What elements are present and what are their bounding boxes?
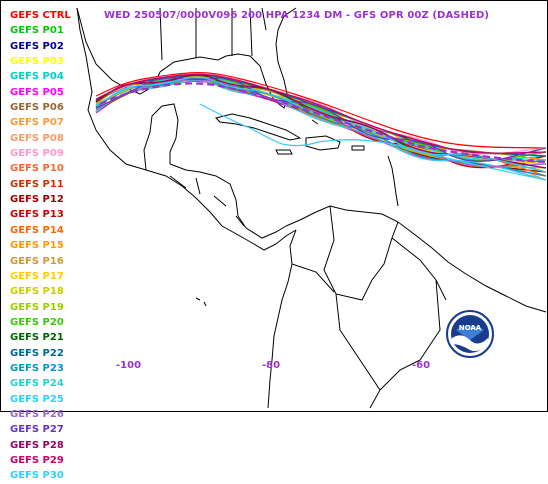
legend-item: GEFS P24	[10, 378, 64, 390]
legend-item: GEFS P11	[10, 178, 64, 190]
legend-item: GEFS P26	[10, 408, 64, 420]
opr-dashed-line	[99, 82, 547, 164]
ensemble-contour-outlier	[199, 103, 547, 181]
legend-item: GEFS P18	[10, 286, 64, 298]
coast-hispaniola	[305, 135, 341, 151]
coast-yucatan	[143, 103, 179, 171]
legend-item: GEFS P08	[10, 132, 64, 144]
legend-item: GEFS P12	[10, 194, 64, 206]
borders-sa	[291, 205, 447, 409]
legend-item: GEFS P06	[10, 102, 64, 114]
map-title: WED 250507/0000V096 200 HPA 1234 DM - GF…	[104, 10, 490, 21]
legend-item: GEFS P10	[10, 163, 64, 175]
legend-item: GEFS P17	[10, 270, 64, 282]
coast-galapagos	[195, 297, 207, 307]
legend-item: GEFS P04	[10, 71, 64, 83]
ensemble-contour	[95, 79, 547, 169]
legend-item: GEFS P22	[10, 347, 64, 359]
coast-lesser-antilles	[387, 155, 399, 207]
legend-item: GEFS P15	[10, 240, 64, 252]
coast-jamaica	[275, 149, 293, 155]
coast-us-gulf	[76, 7, 227, 95]
coast-caribbean-ca	[169, 163, 287, 239]
coast-puerto-rico	[351, 145, 365, 151]
ensemble-contour	[95, 72, 547, 149]
coast-sa-north	[285, 205, 547, 313]
ensemble-contour	[95, 73, 547, 154]
lon-label-60: -60	[412, 360, 431, 371]
state-lines	[159, 7, 267, 61]
lon-label-100: -100	[116, 360, 142, 371]
ensemble-legend: GEFS CTRL GEFS P01 GEFS P02 GEFS P03 GEFS P0…	[10, 8, 71, 484]
legend-item: GEFS P28	[10, 439, 64, 451]
legend-item: GEFS P30	[10, 470, 64, 482]
ensemble-contour	[95, 76, 546, 161]
borders-ca	[169, 175, 245, 227]
coast-mexico-pacific	[76, 7, 183, 187]
coast-sa-west	[267, 229, 297, 409]
legend-item: GEFS P23	[10, 362, 64, 374]
legend-item: GEFS P27	[10, 424, 64, 436]
legend-item: GEFS P07	[10, 117, 64, 129]
legend-item: GEFS P05	[10, 86, 64, 98]
legend-item: GEFS P20	[10, 316, 64, 328]
coast-florida	[225, 29, 289, 109]
legend-item: GEFS P02	[10, 40, 64, 52]
legend-item: GEFS P14	[10, 224, 64, 236]
lon-label-80: -80	[262, 360, 281, 371]
legend-item: GEFS P03	[10, 56, 64, 68]
legend-item: GEFS P13	[10, 209, 64, 221]
legend-item: GEFS CTRL	[10, 10, 71, 21]
coast-cuba	[215, 113, 302, 141]
legend-item: GEFS P21	[10, 332, 64, 344]
gfs-opr-contour	[99, 82, 547, 164]
coast-us-east	[277, 7, 297, 31]
legend-item: GEFS P19	[10, 301, 64, 313]
ensemble-contours	[95, 72, 547, 181]
coast-central-america	[181, 185, 297, 251]
legend-item: GEFS P16	[10, 255, 64, 267]
legend-item: GEFS P01	[10, 25, 64, 37]
legend-item: GEFS P09	[10, 148, 64, 160]
logo-text: NOAA	[459, 324, 482, 332]
ensemble-contour	[95, 76, 547, 173]
noaa-logo-icon: NOAA	[446, 310, 494, 358]
legend-item: GEFS P25	[10, 393, 64, 405]
legend-item: GEFS P29	[10, 454, 64, 466]
map-canvas	[76, 7, 547, 409]
